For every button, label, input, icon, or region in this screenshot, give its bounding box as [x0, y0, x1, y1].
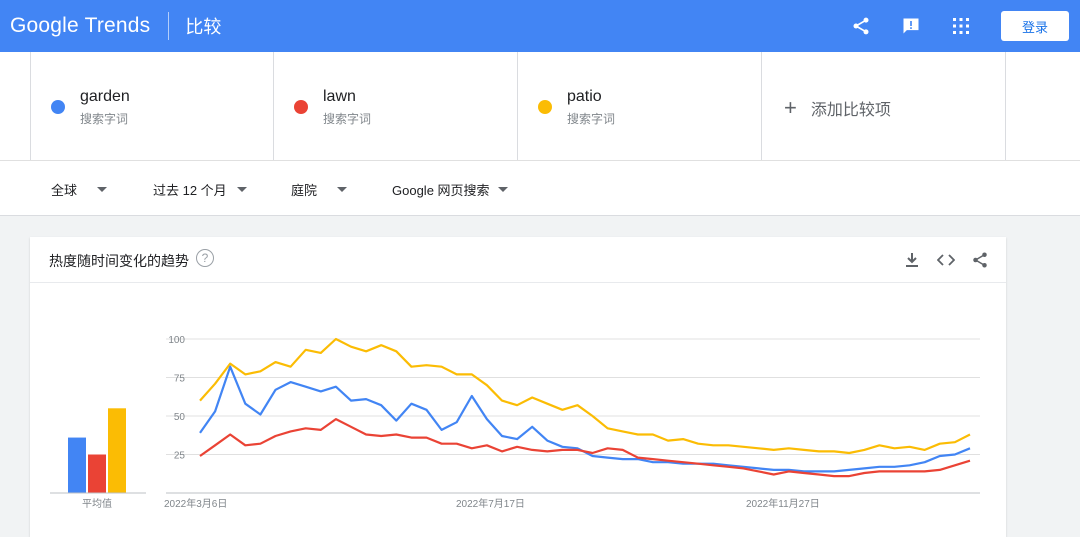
term-color-dot [538, 100, 552, 114]
time-filter[interactable]: 过去 12 个月 [153, 180, 247, 199]
category-filter-label: 庭院 [291, 183, 318, 198]
search-type-filter-label: Google 网页搜索 [392, 183, 490, 198]
average-bars: 平均值 [50, 408, 146, 510]
x-axis-labels: 2022年3月6日 2022年7月17日 2022年11月27日 [164, 497, 820, 510]
series-line-lawn[interactable] [199, 418, 971, 478]
average-bar-garden[interactable] [68, 437, 86, 493]
region-filter[interactable]: 全球 [51, 180, 108, 199]
average-bar-patio[interactable] [108, 408, 126, 493]
y-tick-label: 50 [174, 412, 186, 423]
plus-icon: + [784, 95, 797, 120]
chevron-down-icon [97, 187, 108, 192]
term-type: 搜索字词 [323, 112, 372, 126]
chart-lines[interactable] [199, 337, 971, 478]
card-title: 热度随时间变化的趋势 [49, 253, 189, 269]
add-term-card[interactable]: + 添加比较项 [762, 52, 1006, 160]
term-card-lawn[interactable]: lawn 搜索字词 [274, 52, 518, 160]
interest-over-time-card: 热度随时间变化的趋势 ? 平均值 100 75 50 25 2022年3月6日 2022… [30, 237, 1006, 537]
term-color-dot [294, 100, 308, 114]
share-icon[interactable] [969, 249, 991, 271]
series-line-garden[interactable] [199, 365, 971, 473]
google-trends-logo[interactable]: Google Trends [10, 14, 151, 37]
chevron-down-icon [337, 187, 348, 192]
term-name: patio [567, 88, 602, 105]
y-tick-label: 75 [174, 374, 186, 385]
term-type: 搜索字词 [567, 112, 616, 126]
x-tick-label: 2022年11月27日 [746, 497, 820, 510]
download-icon[interactable] [901, 249, 923, 271]
term-color-dot [51, 100, 65, 114]
help-icon[interactable]: ? [196, 249, 214, 267]
header-actions: 登录 [849, 0, 1080, 52]
page-title: 比较 [185, 17, 222, 37]
term-card-garden[interactable]: garden 搜索字词 [30, 52, 274, 160]
share-icon[interactable] [849, 14, 873, 38]
add-term-label: 添加比较项 [810, 102, 891, 119]
chevron-down-icon [497, 187, 508, 192]
header-divider [168, 12, 170, 40]
add-term-button[interactable]: + 添加比较项 [784, 96, 891, 120]
feedback-icon[interactable] [899, 14, 923, 38]
login-button[interactable]: 登录 [1001, 11, 1069, 41]
average-label: 平均值 [82, 497, 112, 510]
search-type-filter[interactable]: Google 网页搜索 [392, 180, 508, 199]
chevron-down-icon [236, 187, 247, 192]
average-bar-lawn[interactable] [88, 454, 106, 494]
card-header: 热度随时间变化的趋势 ? [30, 237, 1006, 283]
time-filter-label: 过去 12 个月 [153, 183, 227, 198]
term-name: garden [80, 88, 130, 105]
x-tick-label: 2022年3月6日 [164, 497, 227, 510]
x-tick-label: 2022年7月17日 [456, 497, 525, 510]
term-card-patio[interactable]: patio 搜索字词 [518, 52, 762, 160]
category-filter[interactable]: 庭院 [291, 180, 348, 199]
chart-gridlines: 100 75 50 25 [166, 335, 980, 494]
apps-icon[interactable] [949, 14, 973, 38]
term-type: 搜索字词 [80, 112, 129, 126]
series-line-patio[interactable] [199, 337, 971, 455]
trend-chart: 平均值 100 75 50 25 2022年3月6日 2022年7月17日 2022年11… [50, 335, 980, 510]
filter-bar: 全球 过去 12 个月 庭院 Google 网页搜索 [0, 160, 1080, 216]
y-tick-label: 100 [168, 335, 185, 346]
compare-terms-bar: garden 搜索字词 lawn 搜索字词 patio 搜索字词 + 添加比较项 [0, 52, 1080, 160]
term-name: lawn [323, 88, 356, 105]
embed-icon[interactable] [935, 249, 957, 271]
region-filter-label: 全球 [51, 183, 78, 198]
y-tick-label: 25 [174, 451, 186, 462]
top-bar: Google Trends 比较 登录 [0, 0, 1080, 52]
